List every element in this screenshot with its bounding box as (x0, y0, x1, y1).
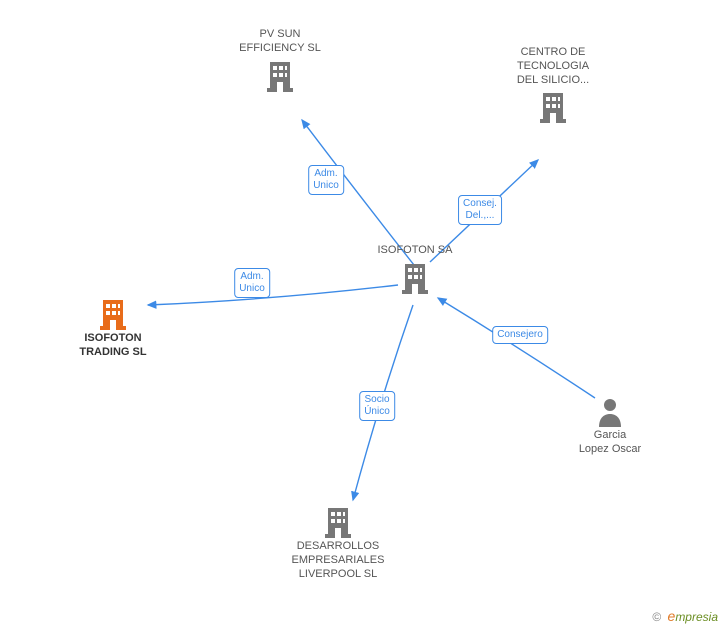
edge-e_garcia (438, 298, 595, 398)
edge-label-e_pvsun[interactable]: Adm. Unico (308, 165, 344, 195)
building-icon (73, 294, 153, 330)
brand-rest: mpresia (675, 610, 718, 624)
edge-label-e_trading[interactable]: Adm. Unico (234, 268, 270, 298)
node-desarrollos[interactable]: DESARROLLOSEMPRESARIALESLIVERPOOL SL (283, 502, 393, 581)
building-icon (370, 258, 460, 294)
node-label-trading: ISOFOTONTRADING SL (73, 332, 153, 360)
node-label-desarrollos: DESARROLLOSEMPRESARIALESLIVERPOOL SL (283, 540, 393, 581)
node-pvsun[interactable]: PV SUNEFFICIENCY SL (230, 26, 330, 92)
node-garcia[interactable]: GarciaLopez Oscar (570, 391, 650, 457)
diagram-canvas: ISOFOTON SA PV SUNEFFICIENCY SL CENTRO D… (0, 0, 728, 630)
person-icon (570, 391, 650, 427)
node-label-pvsun: PV SUNEFFICIENCY SL (230, 28, 330, 56)
node-label-center: ISOFOTON SA (370, 244, 460, 258)
edge-e_trading (148, 285, 398, 305)
footer-credit: © empresia (652, 608, 718, 624)
copyright-symbol: © (652, 610, 661, 624)
node-centrotec[interactable]: CENTRO DETECNOLOGIADEL SILICIO... (503, 44, 603, 123)
edge-label-e_centrotec[interactable]: Consej. Del.,... (458, 195, 502, 225)
building-icon (230, 56, 330, 92)
node-trading[interactable]: ISOFOTONTRADING SL (73, 294, 153, 360)
node-center[interactable]: ISOFOTON SA (370, 242, 460, 294)
node-label-garcia: GarciaLopez Oscar (570, 429, 650, 457)
edge-label-e_garcia[interactable]: Consejero (492, 326, 548, 344)
node-label-centrotec: CENTRO DETECNOLOGIADEL SILICIO... (503, 46, 603, 87)
building-icon (503, 87, 603, 123)
edge-label-e_desarrollos[interactable]: Socio Único (359, 391, 395, 421)
building-icon (283, 502, 393, 538)
